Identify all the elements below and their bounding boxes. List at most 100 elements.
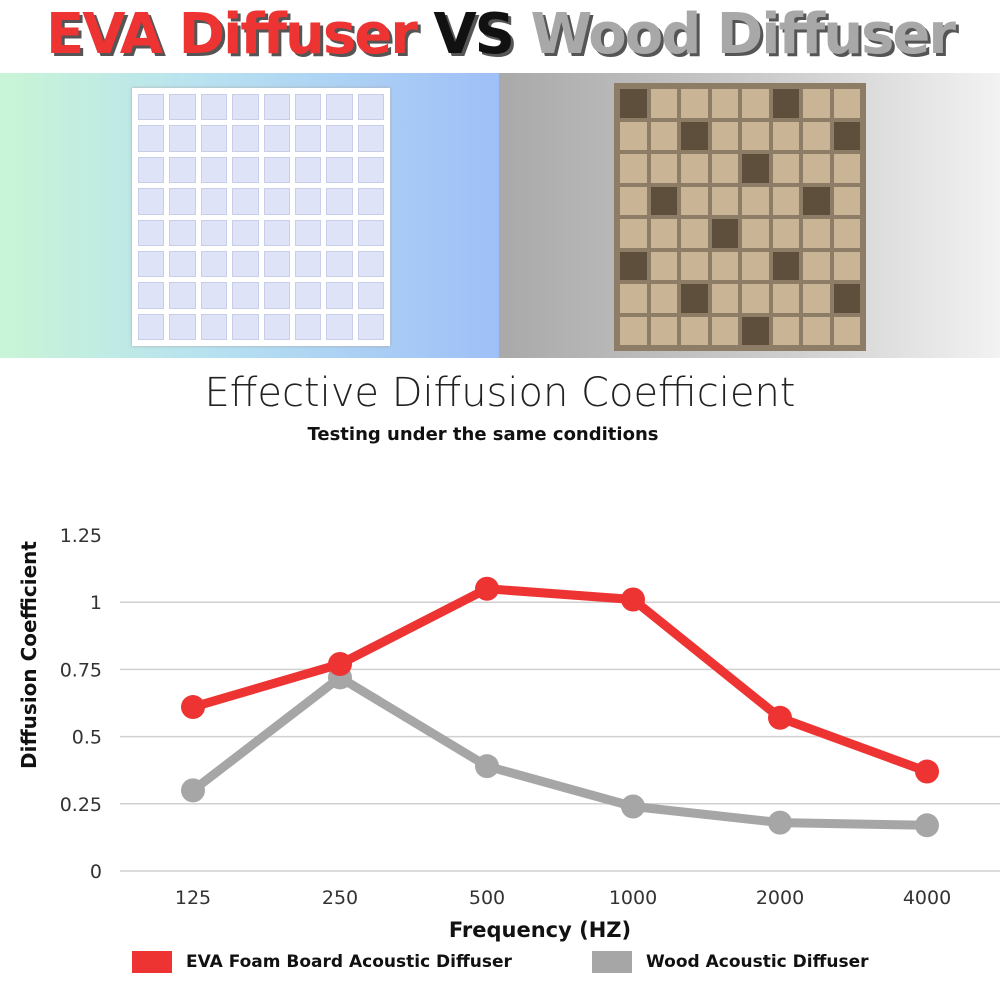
eva-well (357, 250, 384, 278)
y-tick-label: 0.25 (60, 794, 102, 816)
eva-well (200, 250, 228, 278)
wood-well (803, 186, 830, 215)
eva-well (232, 188, 259, 215)
x-tick-label: 2000 (756, 887, 804, 909)
eva-well (138, 219, 165, 246)
eva-well (326, 219, 353, 246)
wood-well (650, 251, 677, 280)
eva-well (232, 313, 259, 340)
wood-well (833, 89, 860, 118)
headline-wood: Wood Diffuser (530, 2, 957, 67)
eva-well (232, 94, 259, 121)
eva-well (357, 282, 384, 309)
wood-well (772, 284, 799, 313)
x-axis-label: Frequency (HZ) (449, 918, 631, 942)
wood-well (711, 154, 738, 183)
wood-well (742, 186, 769, 215)
eva-well (294, 219, 322, 246)
wood-well (681, 186, 708, 215)
wood-well (772, 251, 799, 280)
wood-well (620, 154, 647, 183)
chart-title: Effective Diffusion Coefficient (204, 370, 796, 416)
wood-well (650, 284, 677, 313)
wood-well (711, 316, 738, 345)
wood-well (681, 89, 708, 118)
wood-well (711, 186, 738, 215)
wood-well (650, 89, 677, 118)
wood-well (742, 121, 769, 150)
eva-well (169, 125, 196, 152)
wood-well (772, 121, 799, 150)
x-tick-label: 125 (175, 887, 211, 909)
eva-well (294, 282, 322, 309)
eva-well (326, 313, 353, 340)
x-tick-label: 1000 (609, 887, 657, 909)
wood-well (620, 284, 647, 313)
legend-swatch-wood (592, 951, 632, 973)
eva-well (326, 188, 353, 215)
eva-well (326, 282, 353, 309)
wood-well (711, 89, 738, 118)
wood-well (833, 316, 860, 345)
eva-well (200, 156, 228, 184)
eva-well (138, 282, 165, 309)
wood-well (620, 251, 647, 280)
eva-well (294, 94, 322, 121)
wood-well (772, 154, 799, 183)
eva-well (138, 156, 165, 184)
eva-well (138, 250, 165, 278)
data-point-eva (328, 652, 352, 677)
eva-well (263, 94, 290, 121)
wood-well (681, 154, 708, 183)
eva-well (263, 313, 290, 340)
eva-well (326, 156, 353, 184)
eva-well (263, 250, 290, 278)
y-tick-label: 0.75 (60, 659, 102, 681)
eva-well (357, 125, 384, 152)
eva-well (357, 219, 384, 246)
eva-well (169, 156, 196, 184)
wood-well (803, 219, 830, 248)
data-point-eva (915, 759, 939, 784)
eva-well (357, 188, 384, 215)
wood-well (650, 154, 677, 183)
eva-diffuser-panel (132, 88, 390, 346)
headline-vs: VS (433, 2, 515, 67)
eva-well (263, 156, 290, 184)
data-point-wood (621, 794, 645, 819)
y-tick-label: 0.5 (72, 727, 102, 749)
wood-well (711, 219, 738, 248)
data-point-eva (475, 576, 499, 601)
data-point-eva (181, 695, 205, 720)
wood-well (833, 186, 860, 215)
wood-well (833, 219, 860, 248)
wood-well (803, 284, 830, 313)
wood-well (681, 251, 708, 280)
wood-well (650, 121, 677, 150)
wood-well (803, 316, 830, 345)
eva-well (169, 313, 196, 340)
wood-well (742, 89, 769, 118)
eva-well (138, 313, 165, 340)
eva-well (169, 94, 196, 121)
y-tick-label: 1.25 (60, 525, 102, 547)
eva-well (232, 156, 259, 184)
wood-well (772, 89, 799, 118)
wood-well (742, 219, 769, 248)
eva-well (138, 125, 165, 152)
legend-item-eva: EVA Foam Board Acoustic Diffuser (132, 951, 512, 973)
data-point-wood (915, 813, 939, 838)
wood-diffuser-panel (614, 83, 866, 351)
y-tick-label: 0 (90, 861, 102, 883)
eva-well (200, 282, 228, 309)
eva-well (294, 125, 322, 152)
wood-well (803, 154, 830, 183)
eva-well (169, 282, 196, 309)
wood-well (833, 251, 860, 280)
wood-well (711, 251, 738, 280)
eva-well (326, 250, 353, 278)
y-axis-label: Diffusion Coefficient (17, 541, 41, 769)
wood-well (772, 186, 799, 215)
wood-well (650, 219, 677, 248)
wood-well (742, 251, 769, 280)
